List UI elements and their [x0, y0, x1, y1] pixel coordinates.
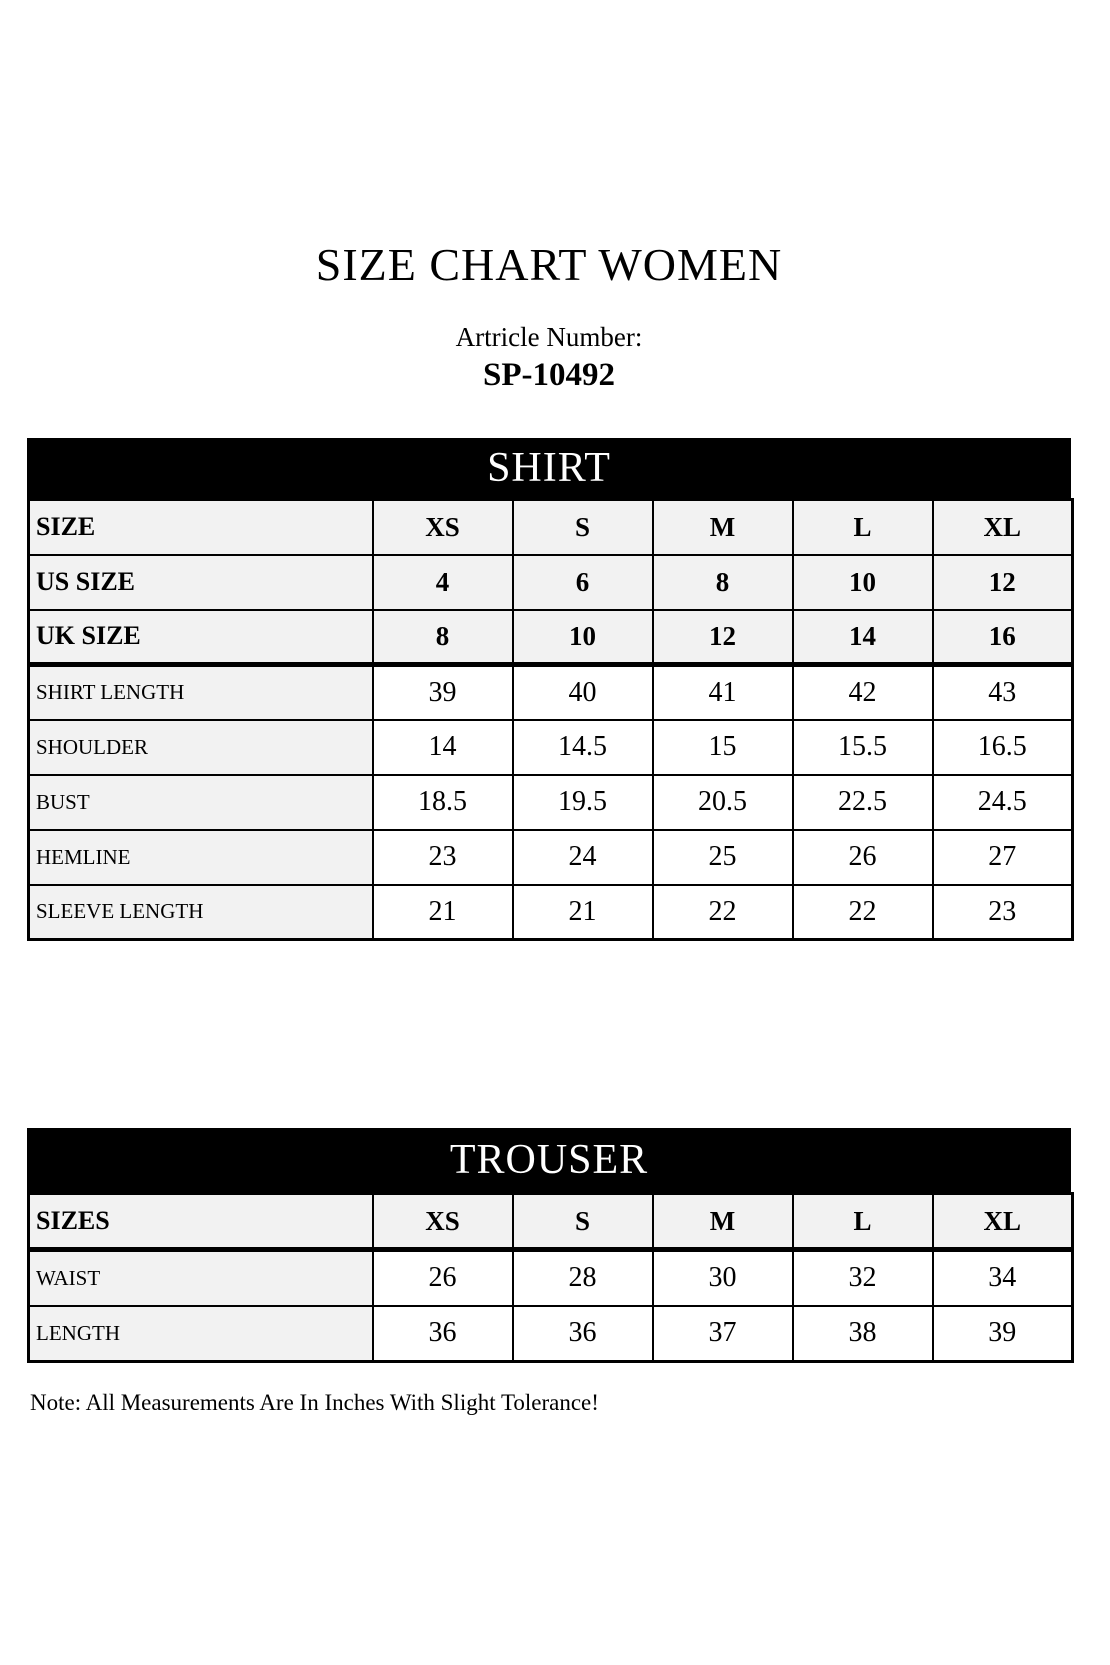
table-cell: 39 — [371, 663, 514, 721]
size-chart-sheet: SIZE CHART WOMEN Artricle Number: SP-104… — [27, 0, 1074, 1665]
size-col-header: M — [651, 498, 794, 556]
row-label: SHIRT LENGTH — [27, 663, 374, 721]
shirt-uk-size-row: UK SIZE 8 10 12 14 16 — [27, 608, 1074, 667]
row-label: LENGTH — [27, 1304, 374, 1363]
table-cell: 26 — [371, 1248, 514, 1307]
trouser-size-header-row: SIZES XS S M L XL — [27, 1192, 1074, 1252]
table-cell: 22 — [651, 883, 794, 941]
size-col-header: XL — [931, 1192, 1074, 1252]
table-cell: 15 — [651, 718, 794, 776]
table-cell: 12 — [651, 608, 794, 667]
table-cell: 39 — [931, 1304, 1074, 1363]
table-cell: 22 — [791, 883, 934, 941]
row-label: SLEEVE LENGTH — [27, 883, 374, 941]
trouser-table-banner: TROUSER — [27, 1128, 1071, 1192]
row-label: HEMLINE — [27, 828, 374, 886]
table-cell: 14.5 — [511, 718, 654, 776]
table-cell: 42 — [791, 663, 934, 721]
table-cell: 23 — [371, 828, 514, 886]
row-label: SIZES — [27, 1192, 374, 1252]
table-cell: 41 — [651, 663, 794, 721]
table-cell: 26 — [791, 828, 934, 886]
length-row: LENGTH 36 36 37 38 39 — [27, 1304, 1074, 1363]
table-cell: 8 — [371, 608, 514, 667]
table-cell: 24 — [511, 828, 654, 886]
note-text: Note: All Measurements Are In Inches Wit… — [30, 1390, 599, 1415]
table-cell: 14 — [371, 718, 514, 776]
size-col-header: XS — [371, 1192, 514, 1252]
table-cell: 10 — [791, 553, 934, 611]
size-col-header: S — [511, 498, 654, 556]
row-label: UK SIZE — [27, 608, 374, 667]
size-col-header: L — [791, 498, 934, 556]
sleeve-length-row: SLEEVE LENGTH 21 21 22 22 23 — [27, 883, 1074, 941]
table-cell: 16.5 — [931, 718, 1074, 776]
table-cell: 27 — [931, 828, 1074, 886]
table-cell: 10 — [511, 608, 654, 667]
table-cell: 18.5 — [371, 773, 514, 831]
table-cell: 30 — [651, 1248, 794, 1307]
trouser-size-table: SIZES XS S M L XL WAIST 26 28 30 32 34 L… — [27, 1192, 1074, 1363]
hemline-row: HEMLINE 23 24 25 26 27 — [27, 828, 1074, 886]
trouser-table-section: TROUSER SIZES XS S M L XL WAIST 26 28 — [27, 1128, 1074, 1363]
shirt-size-table: SIZE XS S M L XL US SIZE 4 6 8 10 12 UK … — [27, 498, 1074, 941]
table-cell: 14 — [791, 608, 934, 667]
table-cell: 40 — [511, 663, 654, 721]
size-col-header: M — [651, 1192, 794, 1252]
table-cell: 23 — [931, 883, 1074, 941]
shirt-table-section: SHIRT SIZE XS S M L XL US SIZE 4 6 — [27, 438, 1074, 941]
table-cell: 34 — [931, 1248, 1074, 1307]
row-label: SHOULDER — [27, 718, 374, 776]
row-label: SIZE — [27, 498, 374, 556]
article-number-value: SP-10492 — [483, 357, 615, 393]
table-cell: 36 — [511, 1304, 654, 1363]
row-label: US SIZE — [27, 553, 374, 611]
table-cell: 19.5 — [511, 773, 654, 831]
table-cell: 38 — [791, 1304, 934, 1363]
table-cell: 43 — [931, 663, 1074, 721]
shoulder-row: SHOULDER 14 14.5 15 15.5 16.5 — [27, 718, 1074, 776]
waist-row: WAIST 26 28 30 32 34 — [27, 1248, 1074, 1307]
table-cell: 25 — [651, 828, 794, 886]
page-title: SIZE CHART WOMEN — [315, 239, 783, 290]
table-cell: 36 — [371, 1304, 514, 1363]
shirt-us-size-row: US SIZE 4 6 8 10 12 — [27, 553, 1074, 611]
shirt-size-header-row: SIZE XS S M L XL — [27, 498, 1074, 556]
table-cell: 32 — [791, 1248, 934, 1307]
size-col-header: XL — [931, 498, 1074, 556]
table-cell: 28 — [511, 1248, 654, 1307]
table-cell: 22.5 — [791, 773, 934, 831]
shirt-length-row: SHIRT LENGTH 39 40 41 42 43 — [27, 663, 1074, 721]
shirt-table-banner: SHIRT — [27, 438, 1071, 498]
article-number-label: Artricle Number: — [455, 322, 643, 352]
table-cell: 21 — [511, 883, 654, 941]
table-cell: 16 — [931, 608, 1074, 667]
table-cell: 21 — [371, 883, 514, 941]
table-cell: 24.5 — [931, 773, 1074, 831]
table-cell: 8 — [651, 553, 794, 611]
table-cell: 20.5 — [651, 773, 794, 831]
table-cell: 12 — [931, 553, 1074, 611]
table-cell: 4 — [371, 553, 514, 611]
size-col-header: L — [791, 1192, 934, 1252]
table-cell: 37 — [651, 1304, 794, 1363]
table-cell: 6 — [511, 553, 654, 611]
row-label: WAIST — [27, 1248, 374, 1307]
size-col-header: XS — [371, 498, 514, 556]
bust-row: BUST 18.5 19.5 20.5 22.5 24.5 — [27, 773, 1074, 831]
table-cell: 15.5 — [791, 718, 934, 776]
row-label: BUST — [27, 773, 374, 831]
size-col-header: S — [511, 1192, 654, 1252]
